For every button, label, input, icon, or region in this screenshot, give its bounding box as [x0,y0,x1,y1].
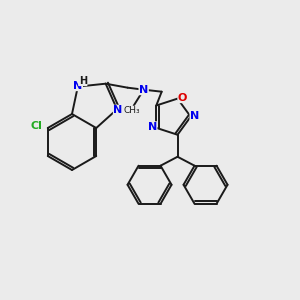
Text: N: N [113,105,123,115]
Text: N: N [139,85,148,95]
Text: N: N [148,122,157,132]
Text: Cl: Cl [31,121,43,131]
Text: N: N [73,81,83,91]
Text: O: O [178,93,187,103]
Text: N: N [190,111,199,121]
Text: CH₃: CH₃ [123,106,140,115]
Text: H: H [79,76,87,85]
